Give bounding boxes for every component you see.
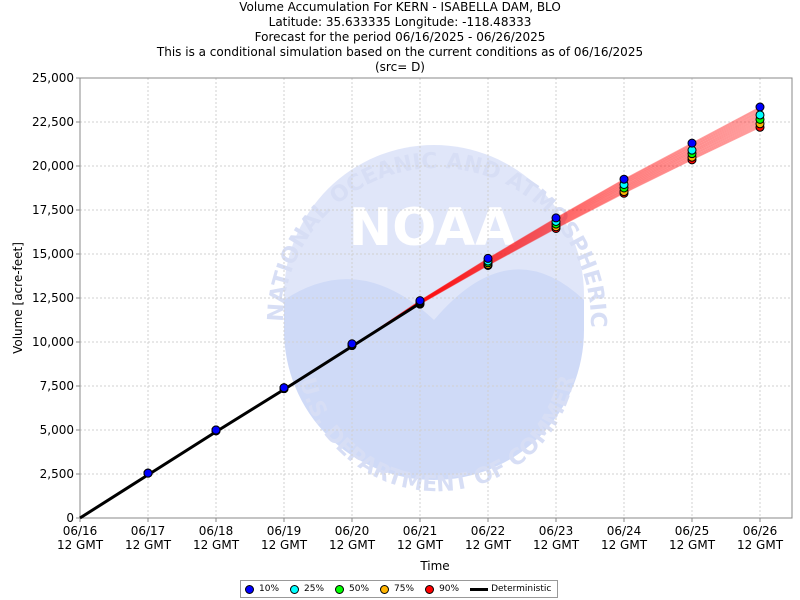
legend-item: Deterministic: [470, 584, 551, 594]
legend-label: 10%: [259, 584, 280, 594]
percentile-points: [143, 102, 765, 478]
chart-subtitle-conditions: This is a conditional simulation based o…: [156, 45, 644, 59]
legend-label: 90%: [439, 584, 460, 594]
x-tick-date: 06/20: [335, 524, 370, 538]
x-tick-date: 06/19: [267, 524, 302, 538]
x-tick-date: 06/17: [131, 524, 166, 538]
y-tick-label: 25,000: [32, 71, 74, 85]
chart-title: Volume Accumulation For KERN - ISABELLA …: [239, 0, 561, 14]
y-tick-label: 22,500: [32, 115, 74, 129]
y-tick-labels: 0 2,500 5,000 7,500 10,000 12,500 15,000 17,500…: [32, 71, 74, 525]
legend-label: 50%: [349, 584, 370, 594]
legend-dot-swatch: [290, 584, 300, 594]
x-tick-date: 06/22: [471, 524, 506, 538]
legend-dot-swatch: [245, 584, 254, 594]
x-tick-time: 12 GMT: [737, 538, 784, 552]
deterministic-line-group: [79, 302, 421, 520]
legend-label: Deterministic: [491, 584, 552, 594]
x-tick-date: 06/23: [539, 524, 574, 538]
point-10pct: [279, 383, 289, 393]
legend-label: 75%: [394, 584, 415, 594]
x-tick-date: 06/21: [403, 524, 438, 538]
y-tick-label: 7,500: [40, 379, 74, 393]
y-axis-title: Volume [acre-feet]: [11, 242, 25, 354]
x-tick-time: 12 GMT: [465, 538, 512, 552]
chart-titles: Volume Accumulation For KERN - ISABELLA …: [0, 0, 800, 75]
x-tick-time: 12 GMT: [261, 538, 308, 552]
y-tick-label: 20,000: [32, 159, 74, 173]
x-tick-time: 12 GMT: [397, 538, 444, 552]
x-tick-time: 12 GMT: [329, 538, 376, 552]
x-tick-time: 12 GMT: [669, 538, 716, 552]
point-25pct: [755, 110, 765, 120]
x-tick-date: 06/18: [199, 524, 234, 538]
x-tick-time: 12 GMT: [193, 538, 240, 552]
legend-item: 75%: [380, 584, 414, 594]
point-10pct: [415, 296, 425, 306]
y-tick-label: 5,000: [40, 423, 74, 437]
x-tick-time: 12 GMT: [601, 538, 648, 552]
legend-item: 10%: [245, 584, 279, 594]
x-tick-date: 06/24: [607, 524, 642, 538]
chart-subtitle-location: Latitude: 35.633335 Longitude: -118.4833…: [268, 15, 532, 29]
legend-dot-swatch: [335, 584, 345, 594]
point-10pct: [619, 174, 629, 184]
legend-label: 25%: [304, 584, 325, 594]
legend: 10% 25% 50% 75% 90% Deterministic: [240, 580, 558, 598]
y-tick-label: 0: [66, 511, 74, 525]
point-10pct: [211, 425, 221, 435]
y-tick-label: 17,500: [32, 203, 74, 217]
legend-dot-swatch: [380, 584, 390, 594]
point-10pct: [551, 213, 561, 223]
y-tick-label: 15,000: [32, 247, 74, 261]
deterministic-line: [79, 302, 421, 520]
x-tick-date: 06/26: [743, 524, 778, 538]
legend-item: 90%: [425, 584, 459, 594]
watermark-wave: [284, 269, 584, 480]
point-10pct: [687, 138, 697, 148]
chart-subtitle-source: (src= D): [375, 60, 425, 74]
chart-subtitle-period: Forecast for the period 06/16/2025 - 06/…: [254, 30, 546, 44]
y-tick-label: 2,500: [40, 467, 74, 481]
axes: [76, 77, 793, 522]
x-tick-date: 06/25: [675, 524, 710, 538]
watermark-center-text: NOAA: [349, 198, 516, 258]
legend-item: 50%: [335, 584, 369, 594]
legend-dot-swatch: [425, 584, 435, 594]
point-10pct: [483, 253, 493, 263]
x-tick-time: 12 GMT: [57, 538, 104, 552]
x-tick-time: 12 GMT: [533, 538, 580, 552]
x-tick-time: 12 GMT: [125, 538, 172, 552]
y-tick-label: 12,500: [32, 291, 74, 305]
point-10pct: [755, 102, 765, 112]
legend-line-swatch: [470, 587, 489, 591]
point-10pct: [143, 468, 153, 478]
x-tick-date: 06/16: [63, 524, 98, 538]
legend-item: 25%: [290, 584, 324, 594]
y-tick-label: 10,000: [32, 335, 74, 349]
x-axis-title: Time: [419, 559, 449, 573]
point-10pct: [347, 339, 357, 349]
